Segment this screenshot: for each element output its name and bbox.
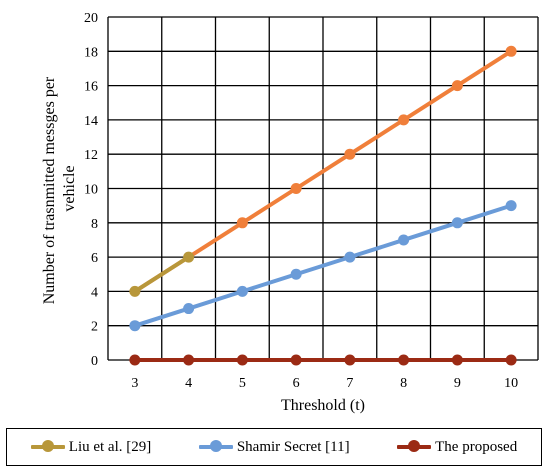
y-axis-title-line-2: vehicle: [61, 165, 78, 211]
y-tick-label: 10: [84, 183, 98, 198]
data-point: [183, 251, 195, 263]
data-point: [451, 354, 463, 366]
legend-label-liu: Liu et al. [29]: [68, 438, 152, 455]
data-point: [183, 354, 195, 366]
data-point: [236, 285, 248, 297]
x-tick-label: 7: [346, 376, 353, 391]
series-line-segment: [133, 255, 190, 294]
y-tick-label: 20: [84, 11, 98, 26]
series-0: [129, 45, 517, 297]
data-point: [344, 354, 356, 366]
x-tick-label: 5: [239, 376, 246, 391]
x-tick-label: 9: [454, 376, 461, 391]
y-axis-title-line-1: Number of trasnmitted messges per: [41, 76, 58, 304]
data-point: [398, 354, 410, 366]
legend-label-proposed: The proposed: [435, 438, 518, 455]
legend-item-liu: Liu et al. [29]: [30, 438, 152, 456]
data-point: [129, 285, 141, 297]
data-point: [398, 234, 410, 246]
y-tick-label: 12: [84, 148, 98, 163]
y-tick-label: 16: [84, 80, 98, 95]
series-line: [133, 49, 513, 294]
series-line: [134, 203, 512, 328]
y-axis-title: Number of trasnmitted messges per vehicl…: [41, 73, 78, 305]
x-axis-title: Threshold (t): [281, 397, 365, 414]
data-point: [451, 217, 463, 229]
data-point: [344, 251, 356, 263]
series-1: [129, 200, 517, 332]
grid: [107, 16, 539, 361]
x-tick-label: 6: [293, 376, 300, 391]
data-point: [290, 183, 302, 194]
data-point: [505, 200, 517, 212]
x-tick-label: 4: [185, 376, 192, 391]
data-point: [129, 354, 141, 366]
chart-canvas: 0 2 4 6 8 10 12 14 16 18 20 3 4 5 6 7 8 9 10 Threshold (t…: [41, 11, 539, 414]
y-tick-label: 2: [91, 320, 98, 335]
series-layer: [129, 45, 517, 366]
x-tick-label: 10: [504, 376, 518, 391]
legend-item-proposed: The proposed: [397, 439, 517, 456]
y-tick-label: 0: [91, 354, 98, 369]
data-point: [290, 354, 302, 366]
data-point: [505, 354, 517, 366]
data-point: [183, 303, 195, 315]
y-tick-label: 6: [91, 251, 98, 266]
legend-swatch-proposed: [397, 440, 432, 452]
data-point: [344, 148, 356, 160]
legend-swatch-shamir: [198, 440, 233, 452]
x-tick-label: 3: [131, 376, 138, 391]
x-tick-labels: 3 4 5 6 7 8 9 10: [131, 376, 518, 391]
data-point: [398, 114, 410, 126]
y-tick-labels: 0 2 4 6 8 10 12 14 16 18 20: [84, 11, 98, 369]
data-point: [290, 268, 302, 280]
legend-item-shamir: Shamir Secret [11]: [198, 438, 350, 456]
data-point: [236, 217, 248, 229]
legend: Liu et al. [29] Shamir Secret [11] The p…: [6, 428, 542, 466]
y-tick-label: 18: [84, 45, 98, 60]
data-point: [129, 320, 141, 332]
data-point: [236, 354, 248, 366]
legend-swatch-liu: [30, 440, 65, 452]
y-tick-label: 4: [91, 285, 98, 300]
y-tick-label: 8: [91, 217, 98, 232]
data-point: [505, 45, 517, 57]
series-2: [129, 354, 517, 366]
y-tick-label: 14: [84, 114, 98, 129]
legend-label-shamir: Shamir Secret [11]: [236, 438, 350, 455]
data-point: [451, 80, 463, 92]
x-tick-label: 8: [400, 376, 407, 391]
